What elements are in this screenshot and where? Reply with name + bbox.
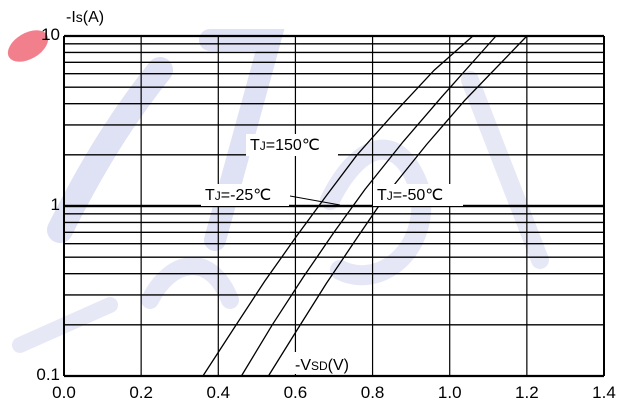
y-tick-label: 10	[41, 25, 60, 44]
x-tick-label: 0.0	[52, 383, 76, 402]
annotation-backing	[373, 184, 463, 206]
x-tick-label: 1.0	[438, 383, 462, 402]
y-tick-label: 0.1	[36, 365, 60, 384]
xlabel-backing	[292, 352, 368, 374]
annotation-backing	[246, 134, 338, 156]
series-line	[240, 35, 497, 377]
label-tj-150: TJ=150℃	[250, 137, 320, 154]
x-axis-label: -VSD(V)	[295, 357, 349, 374]
x-tick-label: 0.8	[361, 383, 385, 402]
watermark-stroke	[461, 71, 549, 269]
chart-annotations: -Is(A) -VSD(V) TJ=150℃ TJ=-25℃ TJ=-50℃	[62, 5, 463, 374]
chart-curves	[202, 35, 528, 377]
series-line	[267, 35, 528, 377]
y-tick-label: 1	[51, 195, 60, 214]
x-tick-label: 0.4	[206, 383, 230, 402]
watermark-stroke	[141, 257, 239, 309]
x-tick-label: 1.4	[592, 383, 616, 402]
x-tick-label: 0.6	[284, 383, 308, 402]
label-tj-minus50: TJ=-50℃	[377, 187, 443, 204]
y-axis-label: -Is(A)	[66, 9, 104, 26]
watermark-accent	[7, 30, 49, 62]
series-line	[202, 35, 474, 377]
chart-tick-labels: 0.0 0.2 0.4 0.6 0.8 1.0 1.2 1.4 0.1 1 10	[36, 25, 615, 402]
chart-grid	[63, 34, 605, 378]
x-tick-label: 0.2	[129, 383, 153, 402]
annotation-leader	[289, 195, 341, 206]
annotation-backing	[201, 184, 289, 206]
ylabel-backing	[62, 5, 128, 27]
label-tj-minus25: TJ=-25℃	[205, 187, 271, 204]
x-tick-label: 1.2	[515, 383, 539, 402]
watermark-stroke	[47, 57, 173, 243]
watermark-stroke	[199, 29, 285, 251]
